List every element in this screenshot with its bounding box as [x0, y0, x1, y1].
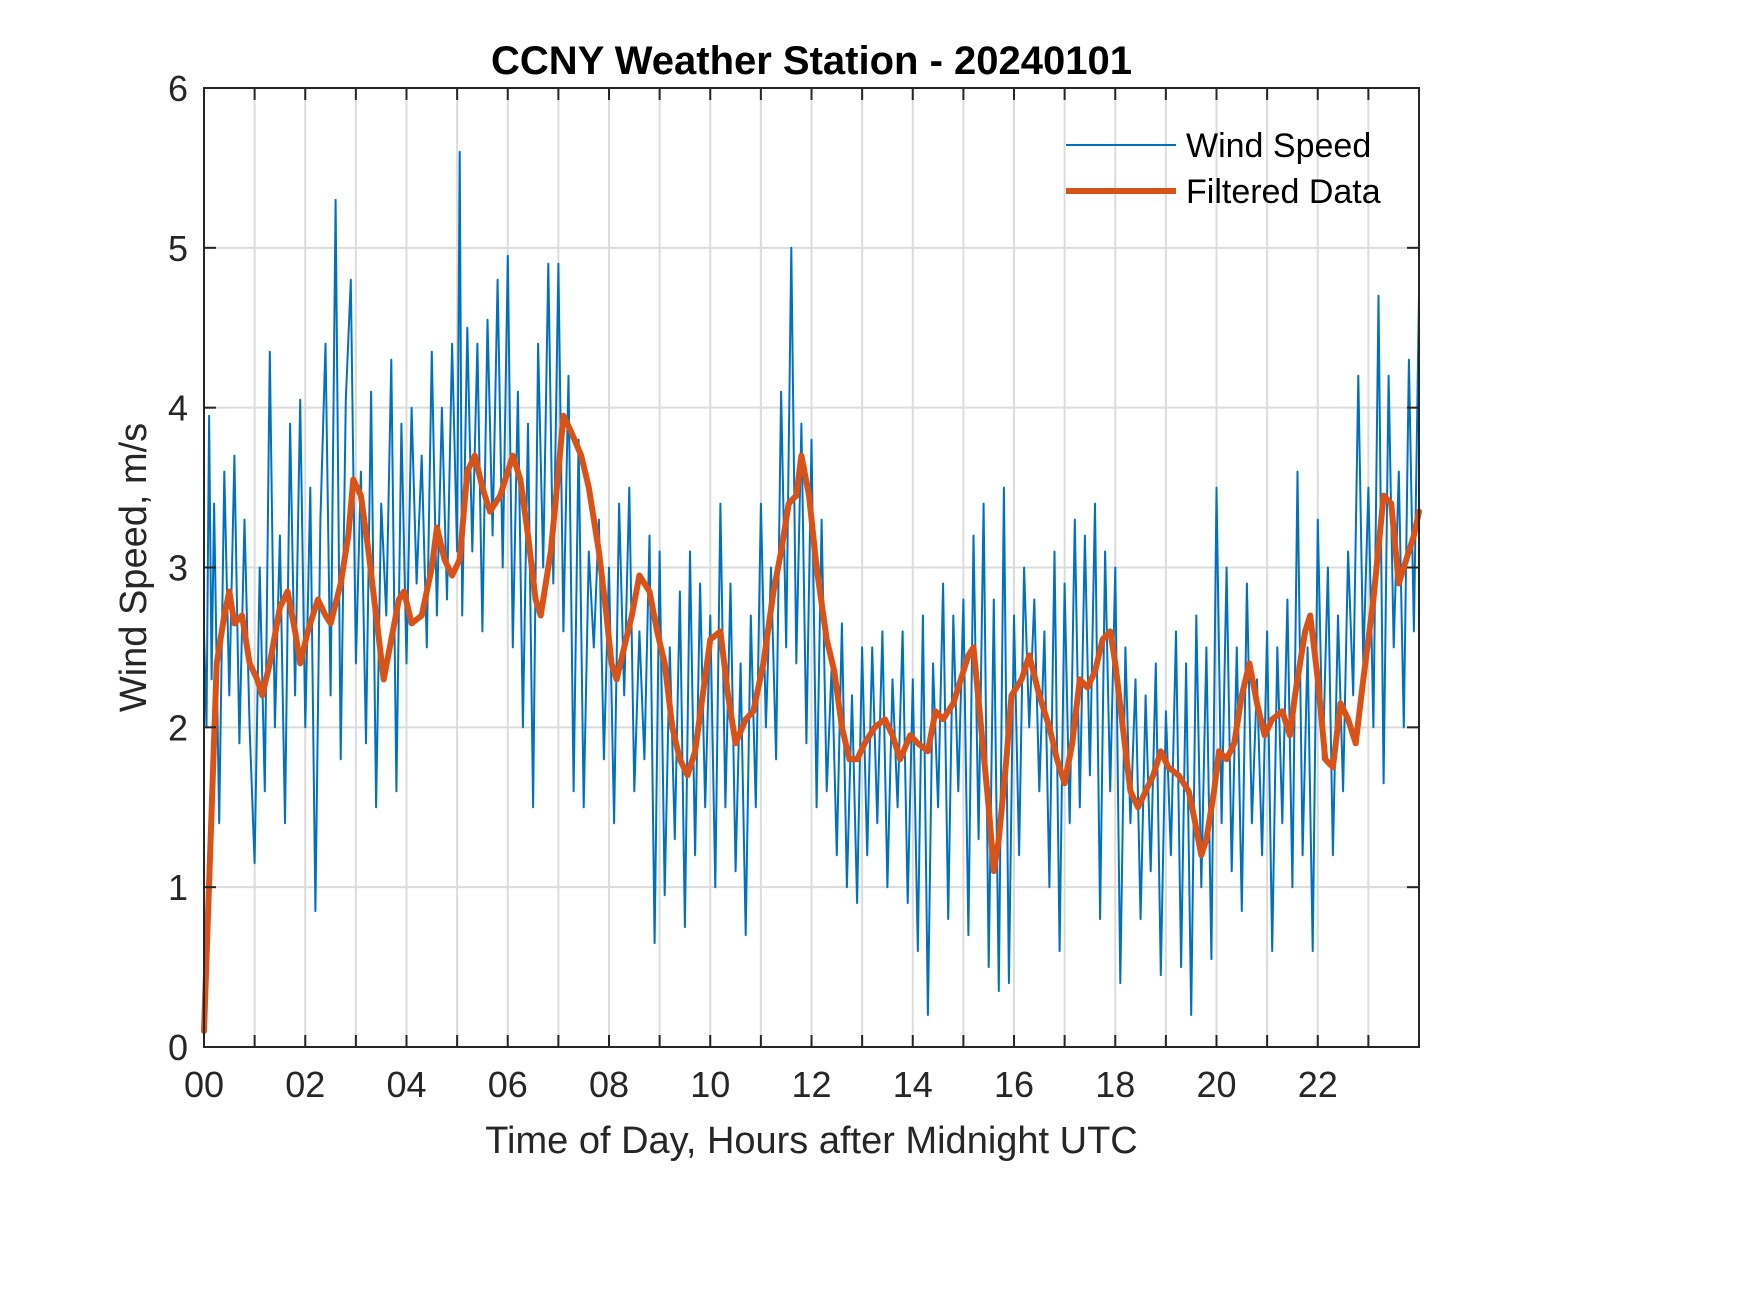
y-tick-label: 2: [168, 707, 188, 748]
x-tick-label: 04: [386, 1064, 426, 1105]
legend-label-wind-speed: Wind Speed: [1186, 127, 1371, 165]
x-tick-label: 10: [690, 1064, 730, 1105]
x-tick-label: 02: [285, 1064, 325, 1105]
y-tick-labels: 0 1 2 3 4 5 6: [168, 68, 188, 1068]
x-axis-label: Time of Day, Hours after Midnight UTC: [485, 1120, 1138, 1162]
x-tick-label: 20: [1196, 1064, 1236, 1105]
series-filtered-data: [201, 412, 1422, 1034]
x-tick-label: 16: [994, 1064, 1034, 1105]
y-tick-label: 1: [168, 867, 188, 908]
legend-label-filtered-data: Filtered Data: [1186, 173, 1381, 211]
line-filtered-data: [201, 412, 1422, 1034]
y-tick-label: 0: [168, 1027, 188, 1068]
y-tick-label: 5: [168, 228, 188, 269]
legend: Wind Speed Filtered Data: [1066, 127, 1381, 211]
x-tick-label: 18: [1095, 1064, 1135, 1105]
y-tick-label: 4: [168, 388, 188, 429]
x-tick-labels: 00 02 04 06 08 10 12 14 16 18 20 22: [184, 1064, 1338, 1105]
x-tick-label: 14: [893, 1064, 933, 1105]
x-tick-label: 08: [589, 1064, 629, 1105]
x-tick-label: 12: [791, 1064, 831, 1105]
chart-title: CCNY Weather Station - 20240101: [491, 39, 1132, 83]
x-tick-label: 00: [184, 1064, 224, 1105]
y-tick-label: 6: [168, 68, 188, 109]
x-tick-label: 22: [1298, 1064, 1338, 1105]
x-tick-label: 06: [488, 1064, 528, 1105]
y-tick-label: 3: [168, 548, 188, 589]
y-axis-label: Wind Speed, m/s: [113, 423, 155, 712]
tick-marks: [203, 87, 1420, 1048]
